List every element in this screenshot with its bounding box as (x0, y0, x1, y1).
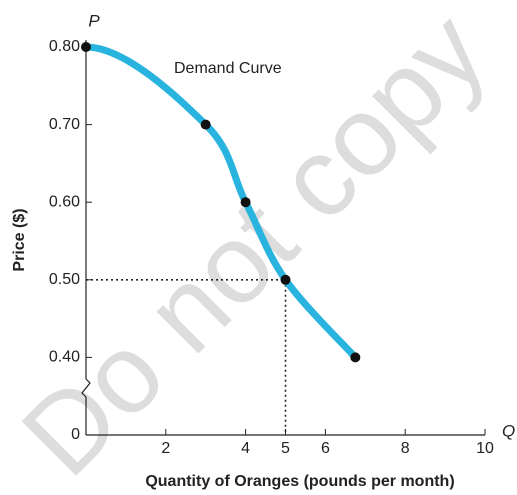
data-point (350, 352, 361, 363)
data-point (200, 119, 211, 130)
y-tick-label: 0.50 (49, 271, 80, 288)
x-axis-symbol: Q (502, 421, 515, 440)
axis-break (81, 378, 91, 435)
x-tick-label: 5 (281, 440, 290, 457)
data-point (81, 42, 91, 52)
x-tick-label: 2 (161, 440, 170, 457)
x-axis-label: Quantity of Oranges (pounds per month) (145, 473, 454, 490)
y-tick-label: 0.80 (49, 38, 80, 55)
x-tick-label: 4 (241, 440, 250, 457)
y-tick-label: 0 (71, 426, 80, 443)
y-axis-symbol: P (88, 11, 100, 30)
y-tick-label: 0.60 (49, 193, 80, 210)
curve-label: Demand Curve (174, 60, 282, 77)
x-tick-label: 8 (401, 440, 410, 457)
x-tick-label: 6 (321, 440, 330, 457)
data-point (240, 197, 251, 208)
y-axis-label: Price ($) (11, 208, 28, 271)
data-point (280, 274, 291, 285)
y-tick-label: 0.70 (49, 116, 80, 133)
y-tick-label: 0.40 (49, 349, 80, 366)
x-tick-label: 10 (476, 440, 494, 457)
